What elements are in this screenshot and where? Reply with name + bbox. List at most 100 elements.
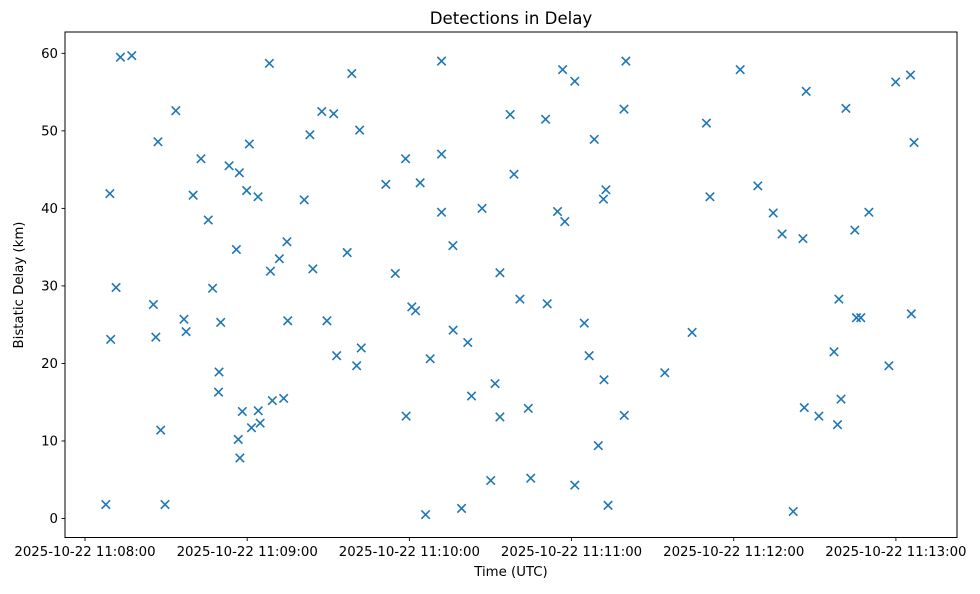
scatter-marker: [214, 367, 224, 377]
y-tick-label: 0: [50, 512, 58, 527]
scatter-marker: [906, 309, 917, 319]
scatter-marker: [589, 134, 600, 145]
scatter-marker: [401, 411, 411, 421]
scatter-marker: [856, 312, 866, 323]
scatter-marker: [836, 394, 846, 404]
scatter-marker: [105, 188, 115, 199]
scatter-marker: [171, 105, 181, 116]
scatter-marker: [850, 225, 860, 235]
scatter-marker: [477, 203, 487, 214]
scatter-marker: [841, 103, 851, 114]
y-tick-label: 60: [41, 47, 58, 62]
x-tick-label: 2025-10-22 11:09:00: [177, 545, 318, 560]
plot-border: [64, 31, 958, 538]
scatter-marker: [317, 106, 327, 117]
scatter-markers: [101, 50, 919, 520]
scatter-marker: [255, 418, 265, 428]
y-axis-label: Bistatic Delay (km): [12, 222, 27, 349]
scatter-marker: [788, 506, 798, 517]
scatter-marker: [735, 64, 745, 75]
scatter-marker: [115, 52, 126, 62]
scatter-marker: [523, 403, 534, 414]
scatter-marker: [305, 129, 315, 140]
x-tick-label: 2025-10-22 11:13:00: [825, 545, 966, 560]
scatter-marker: [599, 374, 609, 385]
scatter-marker: [552, 206, 563, 217]
scatter-marker: [267, 395, 278, 406]
y-tick-label: 10: [41, 435, 58, 450]
scatter-marker: [485, 475, 496, 486]
scatter-marker: [448, 325, 458, 335]
scatter-marker: [798, 233, 808, 244]
scatter-marker: [436, 56, 447, 66]
scatter-marker: [322, 316, 332, 326]
scatter-marker: [196, 153, 206, 164]
scatter-marker: [540, 114, 551, 124]
scatter-marker: [834, 294, 844, 304]
scatter-marker: [328, 109, 339, 119]
x-tick-label: 2025-10-22 11:12:00: [663, 545, 804, 560]
scatter-marker: [593, 440, 604, 451]
scatter-marker: [354, 125, 365, 135]
scatter-marker: [278, 393, 289, 404]
y-tick-label: 50: [41, 125, 58, 140]
scatter-marker: [864, 207, 874, 218]
scatter-marker: [342, 247, 352, 258]
y-tick-label: 30: [41, 280, 58, 295]
scatter-marker: [207, 283, 218, 294]
x-tick-label: 2025-10-22 11:11:00: [501, 545, 642, 560]
scatter-marker: [619, 104, 629, 114]
scatter-marker: [179, 314, 189, 325]
scatter-marker: [598, 194, 609, 204]
scatter-marker: [851, 312, 862, 323]
scatter-marker: [621, 56, 631, 66]
y-tick-label: 20: [41, 357, 58, 372]
scatter-marker: [347, 68, 357, 79]
scatter-marker: [111, 282, 121, 293]
scatter-marker: [753, 181, 763, 191]
scatter-marker: [308, 264, 318, 274]
scatter-marker: [213, 387, 224, 397]
x-tick-label: 2025-10-22 11:08:00: [14, 545, 155, 560]
scatter-marker: [410, 305, 421, 316]
scatter-marker: [148, 299, 159, 310]
scatter-marker: [456, 503, 467, 514]
scatter-marker: [415, 178, 425, 188]
scatter-marker: [579, 318, 590, 328]
scatter-marker: [890, 77, 901, 87]
scatter-marker: [909, 137, 919, 148]
scatter-marker: [265, 266, 276, 276]
scatter-marker: [188, 190, 198, 200]
scatter-marker: [505, 109, 515, 120]
scatter-marker: [436, 207, 447, 218]
scatter-marker: [126, 50, 137, 61]
scatter-marker: [515, 294, 525, 304]
scatter-marker: [525, 473, 536, 483]
scatter-marker: [241, 185, 252, 196]
scatter-marker: [153, 136, 163, 147]
scatter-marker: [814, 411, 824, 421]
scatter-marker: [233, 434, 244, 445]
scatter-marker: [799, 402, 810, 413]
scatter-marker: [331, 350, 342, 361]
x-axis-label: Time (UTC): [473, 565, 548, 580]
scatter-marker: [351, 361, 362, 371]
scatter-marker: [160, 499, 170, 510]
y-axis-ticks: 0 10 20 30 40 50 60: [41, 47, 65, 527]
scatter-marker: [381, 179, 391, 190]
scatter-marker: [884, 361, 894, 371]
scatter-marker: [420, 509, 431, 520]
scatter-marker: [282, 316, 293, 326]
scatter-marker: [905, 70, 916, 80]
scatter-marker: [768, 208, 778, 218]
scatter-marker: [701, 118, 712, 128]
scatter-marker: [299, 195, 309, 205]
scatter-marker: [235, 453, 245, 463]
scatter-marker: [570, 76, 580, 86]
scatter-marker: [557, 64, 568, 75]
scatter-marker: [244, 139, 255, 149]
scatter-marker: [390, 268, 401, 279]
scatter-marker: [253, 405, 264, 416]
scatter-marker: [436, 149, 447, 159]
